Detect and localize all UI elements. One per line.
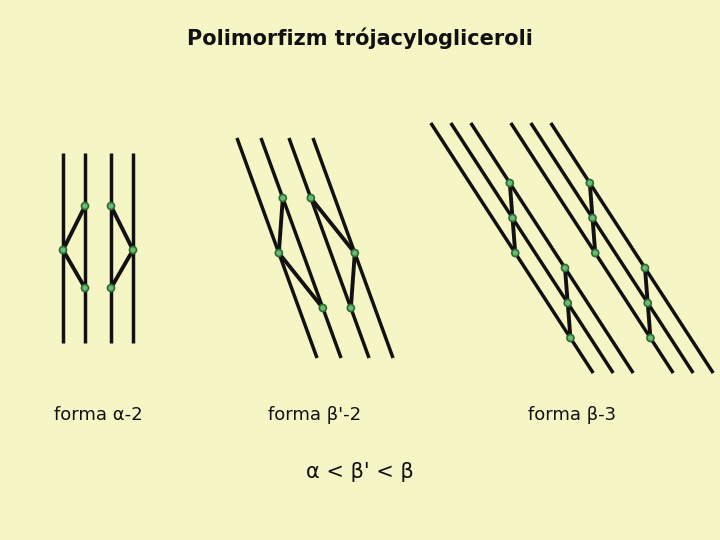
Circle shape <box>512 249 518 256</box>
Circle shape <box>592 249 599 256</box>
Circle shape <box>307 194 315 201</box>
Circle shape <box>567 334 574 341</box>
Circle shape <box>642 265 649 272</box>
Text: Polimorfizm trójacylogliceroli: Polimorfizm trójacylogliceroli <box>187 27 533 49</box>
Circle shape <box>586 179 593 186</box>
Circle shape <box>647 334 654 341</box>
Circle shape <box>644 300 651 307</box>
Circle shape <box>81 285 89 292</box>
Circle shape <box>564 300 571 307</box>
Text: forma α-2: forma α-2 <box>54 406 143 424</box>
Text: forma β-3: forma β-3 <box>528 406 616 424</box>
Circle shape <box>81 202 89 210</box>
Circle shape <box>347 305 354 312</box>
Circle shape <box>506 179 513 186</box>
Circle shape <box>60 246 66 253</box>
Circle shape <box>320 305 326 312</box>
Circle shape <box>351 249 359 256</box>
Circle shape <box>509 214 516 221</box>
Circle shape <box>589 214 596 221</box>
Circle shape <box>107 285 114 292</box>
Circle shape <box>107 202 114 210</box>
Circle shape <box>275 249 282 256</box>
Circle shape <box>130 246 137 253</box>
Text: α < β' < β: α < β' < β <box>306 462 414 482</box>
Circle shape <box>562 265 569 272</box>
Circle shape <box>279 194 287 201</box>
Text: forma β'-2: forma β'-2 <box>269 406 361 424</box>
